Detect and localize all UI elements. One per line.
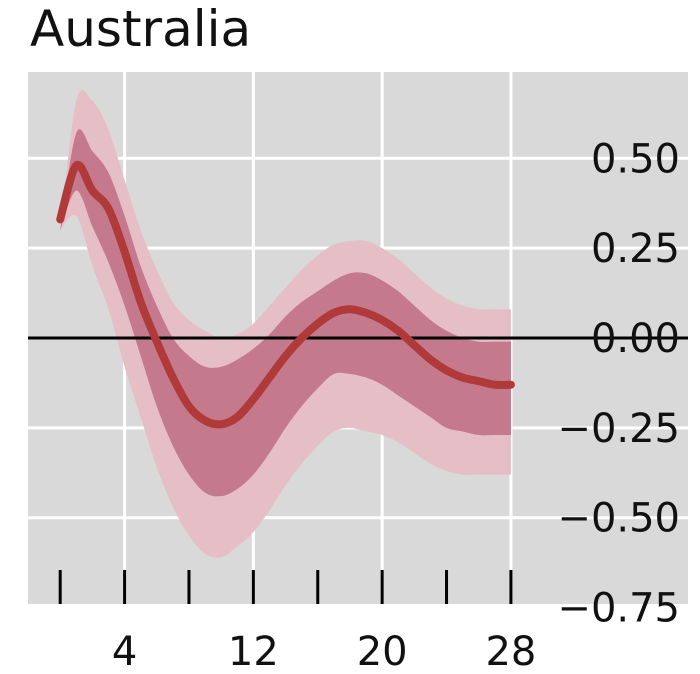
y-tick-label: −0.25 (557, 406, 680, 452)
x-tick-label: 12 (228, 629, 279, 674)
x-tick-label: 20 (357, 629, 408, 674)
series-line-layer (56, 160, 515, 429)
y-tick-label-layer: 0.50 0.25 0.00 −0.25 −0.50 −0.75 (557, 136, 680, 631)
y-tick-label: 0.25 (591, 226, 680, 272)
y-tick-label: −0.50 (557, 496, 680, 542)
y-tick-label: 0.50 (591, 136, 680, 182)
band-layer (60, 90, 511, 558)
y-tick-label: −0.75 (557, 586, 680, 632)
series-line-0 (56, 160, 515, 429)
band-inner (60, 129, 511, 497)
y-tick-label: 0.00 (591, 316, 680, 362)
x-tick-label: 4 (112, 629, 137, 674)
x-tick-label: 28 (485, 629, 536, 674)
x-tick-label-layer: 4 12 20 28 (112, 629, 537, 674)
chart-title: Australia (30, 0, 252, 58)
tick-mark-layer (58, 570, 513, 604)
